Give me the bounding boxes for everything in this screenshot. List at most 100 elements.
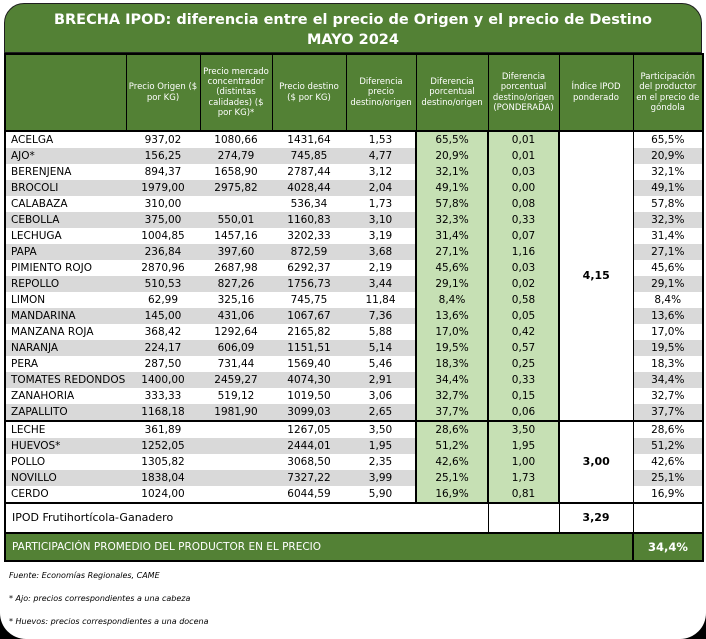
participacion-cell: 65,5% — [633, 131, 703, 148]
ipod-summary-empty-cell — [487, 502, 560, 534]
participacion-cell: 37,7% — [633, 404, 703, 421]
title-line-1: BRECHA IPOD: diferencia entre el precio … — [53, 12, 653, 28]
precio-mercado-cell: 550,01 — [200, 212, 272, 228]
diferencia-porcentual-cell: 32,1% — [415, 164, 489, 180]
col-header-precio-origen: Precio Origen ($ por KG) — [125, 53, 201, 132]
product-name-cell: BROCOLI — [5, 180, 126, 196]
diferencia-ponderada-cell: 0,08 — [488, 196, 560, 212]
participation-total-value: 34,4% — [632, 532, 704, 562]
table-row: BERENJENA 894,37 1658,90 2787,44 3,12 32,1% 0,… — [5, 164, 703, 180]
participacion-cell: 16,9% — [633, 486, 703, 503]
product-name-cell: AJO* — [5, 148, 126, 164]
title-line-2: MAYO 2024 — [307, 32, 399, 48]
precio-destino-cell: 1151,51 — [272, 340, 346, 356]
table-row: NARANJA 224,17 606,09 1151,51 5,14 19,5% 0,57 1… — [5, 340, 703, 356]
precio-mercado-cell: 1457,16 — [200, 228, 272, 244]
participacion-cell: 31,4% — [633, 228, 703, 244]
product-name-cell: CALABAZA — [5, 196, 126, 212]
diferencia-precio-cell: 11,84 — [346, 292, 416, 308]
diferencia-precio-cell: 3,99 — [346, 470, 416, 486]
precio-mercado-cell: 2687,98 — [200, 260, 272, 276]
diferencia-precio-cell: 5,90 — [346, 486, 416, 503]
diferencia-precio-cell: 3,10 — [346, 212, 416, 228]
product-name-cell: TOMATES REDONDOS — [5, 372, 126, 388]
precio-origen-cell: 310,00 — [126, 196, 200, 212]
precio-mercado-cell — [200, 196, 272, 212]
header-row: Precio Origen ($ por KG) Precio mercado … — [4, 53, 704, 132]
participacion-cell: 18,3% — [633, 356, 703, 372]
precio-origen-cell: 368,42 — [126, 324, 200, 340]
precio-mercado-cell — [200, 486, 272, 503]
diferencia-precio-cell: 3,19 — [346, 228, 416, 244]
product-name-cell: PIMIENTO ROJO — [5, 260, 126, 276]
product-name-cell: HUEVOS* — [5, 438, 126, 454]
precio-destino-cell: 6044,59 — [272, 486, 346, 503]
precio-mercado-cell: 274,79 — [200, 148, 272, 164]
diferencia-porcentual-cell: 18,3% — [415, 356, 489, 372]
product-name-cell: MANZANA ROJA — [5, 324, 126, 340]
diferencia-precio-cell: 3,06 — [346, 388, 416, 404]
diferencia-porcentual-cell: 34,4% — [415, 372, 489, 388]
precio-origen-cell: 1168,18 — [126, 404, 200, 421]
precio-destino-cell: 1267,05 — [272, 420, 346, 438]
product-name-cell: REPOLLO — [5, 276, 126, 292]
product-name-cell: CEBOLLA — [5, 212, 126, 228]
col-header-indice-ipod: Índice IPOD ponderado — [558, 53, 634, 132]
precio-destino-cell: 4028,44 — [272, 180, 346, 196]
table-row: LECHE 361,89 1267,05 3,50 28,6% 3,50 3,00 28,6% — [5, 420, 703, 503]
table-row: CALABAZA 310,00 536,34 1,73 57,8% 0,08 57,8% — [5, 196, 703, 212]
diferencia-porcentual-cell: 65,5% — [415, 131, 489, 148]
precio-destino-cell: 3202,33 — [272, 228, 346, 244]
precio-mercado-cell: 1658,90 — [200, 164, 272, 180]
precio-destino-cell: 745,85 — [272, 148, 346, 164]
precio-origen-cell: 894,37 — [126, 164, 200, 180]
precio-mercado-cell: 325,16 — [200, 292, 272, 308]
ipod-summary-row: IPOD Frutihortícola-Ganadero 3,29 — [4, 502, 704, 534]
ipod-table: Precio Origen ($ por KG) Precio mercado … — [4, 53, 704, 562]
participacion-cell: 20,9% — [633, 148, 703, 164]
diferencia-ponderada-cell: 1,95 — [488, 438, 560, 454]
precio-destino-cell: 1756,73 — [272, 276, 346, 292]
diferencia-ponderada-cell: 1,00 — [488, 454, 560, 470]
diferencia-porcentual-cell: 29,1% — [415, 276, 489, 292]
ipod-summary-value: 3,29 — [558, 502, 634, 534]
participacion-cell: 32,3% — [633, 212, 703, 228]
product-name-cell: ZANAHORIA — [5, 388, 126, 404]
diferencia-ponderada-cell: 0,33 — [488, 372, 560, 388]
participacion-cell: 57,8% — [633, 196, 703, 212]
diferencia-ponderada-cell: 1,73 — [488, 470, 560, 486]
diferencia-ponderada-cell: 0,06 — [488, 404, 560, 421]
table-row: ZANAHORIA 333,33 519,12 1019,50 3,06 32,7% 0,1… — [5, 388, 703, 404]
precio-destino-cell: 3099,03 — [272, 404, 346, 421]
precio-mercado-cell: 397,60 — [200, 244, 272, 260]
diferencia-precio-cell: 1,53 — [346, 131, 416, 148]
precio-destino-cell: 2787,44 — [272, 164, 346, 180]
participacion-cell: 19,5% — [633, 340, 703, 356]
footnote-source: Fuente: Economías Regionales, CAME — [9, 571, 160, 580]
precio-mercado-cell: 431,06 — [200, 308, 272, 324]
table-row: NOVILLO 1838,04 7327,22 3,99 25,1% 1,73 25,1% — [5, 470, 703, 486]
product-name-cell: CERDO — [5, 486, 126, 503]
diferencia-precio-cell: 2,91 — [346, 372, 416, 388]
participacion-cell: 32,1% — [633, 164, 703, 180]
precio-mercado-cell — [200, 420, 272, 438]
table-row: CEBOLLA 375,00 550,01 1160,83 3,10 32,3% 0,33 3… — [5, 212, 703, 228]
participacion-cell: 8,4% — [633, 292, 703, 308]
diferencia-precio-cell: 2,35 — [346, 454, 416, 470]
diferencia-porcentual-cell: 25,1% — [415, 470, 489, 486]
col-header-participacion: Participación del productor en el precio… — [632, 53, 704, 132]
diferencia-ponderada-cell: 0,01 — [488, 148, 560, 164]
product-name-cell: LIMON — [5, 292, 126, 308]
precio-origen-cell: 1024,00 — [126, 486, 200, 503]
precio-origen-cell: 1838,04 — [126, 470, 200, 486]
diferencia-ponderada-cell: 0,03 — [488, 164, 560, 180]
diferencia-ponderada-cell: 3,50 — [488, 420, 560, 438]
precio-mercado-cell: 519,12 — [200, 388, 272, 404]
product-name-cell: POLLO — [5, 454, 126, 470]
table-row: PIMIENTO ROJO 2870,96 2687,98 6292,37 2,19 45… — [5, 260, 703, 276]
table-row: REPOLLO 510,53 827,26 1756,73 3,44 29,1% 0,02 2… — [5, 276, 703, 292]
precio-origen-cell: 1305,82 — [126, 454, 200, 470]
precio-mercado-cell: 2975,82 — [200, 180, 272, 196]
diferencia-precio-cell: 3,44 — [346, 276, 416, 292]
diferencia-ponderada-cell: 0,25 — [488, 356, 560, 372]
